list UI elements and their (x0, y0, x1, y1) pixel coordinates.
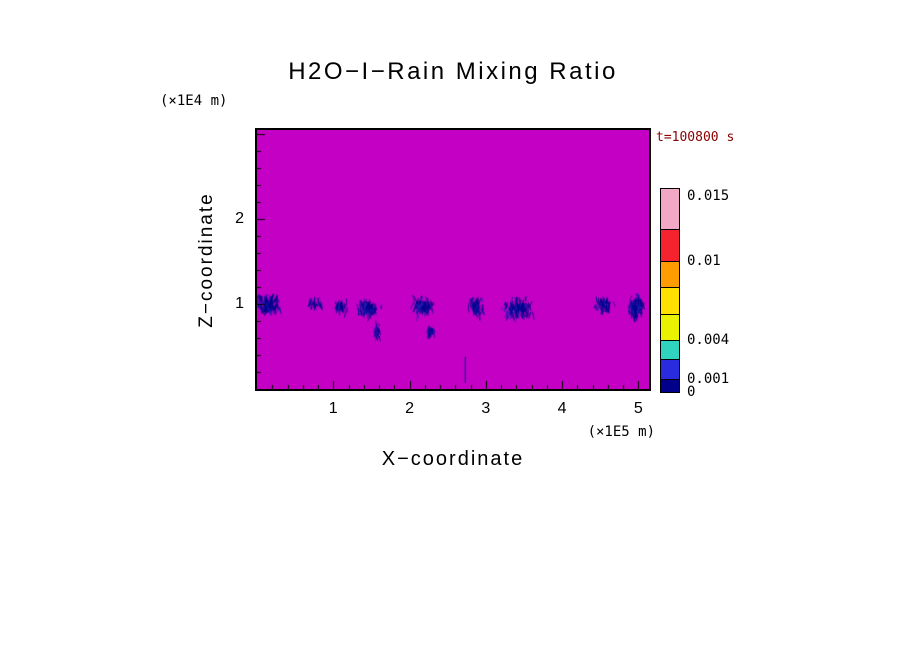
colorbar-segment-3 (660, 313, 680, 341)
heatmap-canvas (257, 130, 649, 389)
z-tick-label-2: 2 (235, 210, 244, 228)
z-tick-label-1: 1 (235, 295, 244, 313)
x-tick-label-3: 3 (481, 400, 491, 417)
colorbar (660, 188, 680, 393)
colorbar-segment-4 (660, 287, 680, 315)
plot-area (255, 128, 651, 391)
chart-title: H2O−I−Rain Mixing Ratio (288, 58, 618, 85)
colorbar-label-0.001: 0.001 (687, 370, 730, 387)
colorbar-segment-1 (660, 359, 680, 380)
colorbar-segment-2 (660, 339, 680, 361)
x-tick-label-1: 1 (328, 400, 338, 417)
colorbar-label-0: 0 (687, 384, 696, 400)
x-tick-label-2: 2 (405, 400, 414, 417)
colorbar-segment-6 (660, 228, 680, 263)
z-axis-unit-label: (×1E4 m) (160, 93, 228, 109)
x-tick-label-4: 4 (557, 400, 567, 417)
colorbar-label-0.004: 0.004 (687, 331, 730, 348)
x-axis-unit-label: (×1E5 m) (587, 424, 655, 440)
colorbar-segment-0 (660, 378, 680, 393)
colorbar-segment-5 (660, 261, 680, 289)
time-annotation: t=100800 s (656, 130, 735, 145)
x-axis-title: X−coordinate (381, 448, 525, 470)
colorbar-label-0.01: 0.01 (687, 253, 721, 270)
z-axis-title: Z−coordinate (196, 192, 217, 328)
colorbar-label-0.015: 0.015 (687, 187, 730, 204)
colorbar-segment-7 (660, 188, 680, 230)
x-tick-label-5: 5 (633, 400, 643, 417)
